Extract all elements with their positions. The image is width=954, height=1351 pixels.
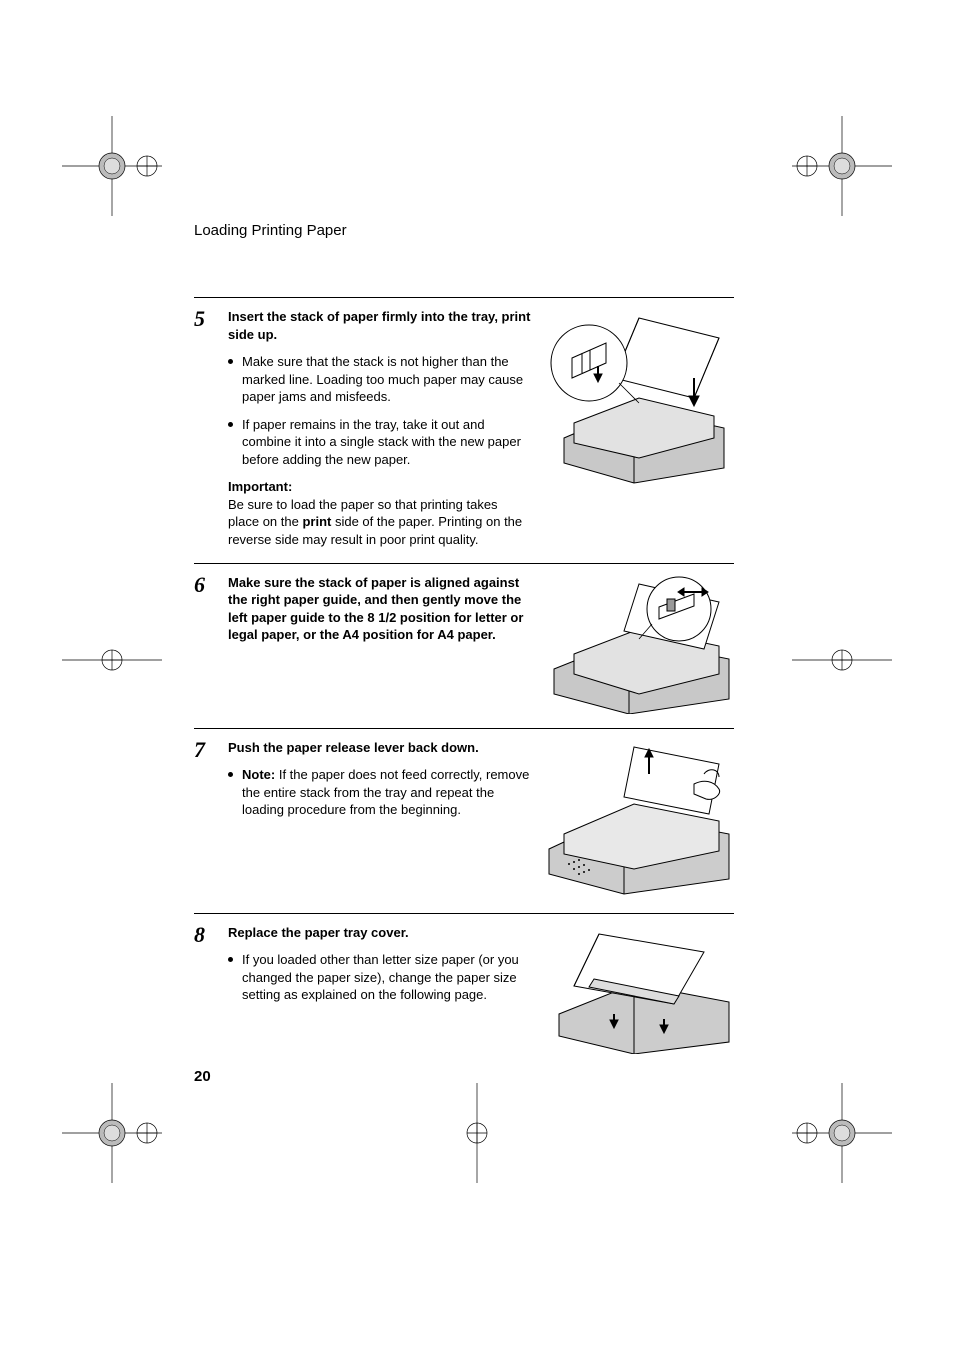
crop-mark-icon <box>792 116 892 216</box>
step-bullets: Note: If the paper does not feed correct… <box>228 766 532 819</box>
step-7: 7 Push the paper release lever back down… <box>194 728 734 913</box>
fax-align-guide-figure <box>544 574 734 714</box>
note-label: Note: <box>242 767 275 782</box>
important-bold: print <box>302 514 331 529</box>
step-6: 6 Make sure the stack of paper is aligne… <box>194 563 734 728</box>
step-number: 5 <box>194 308 218 549</box>
fax-replace-cover-figure <box>544 924 734 1054</box>
running-header: Loading Printing Paper <box>194 222 734 239</box>
note-text: If the paper does not feed correctly, re… <box>242 767 529 817</box>
fax-lever-down-figure <box>544 739 734 899</box>
crop-mark-icon <box>62 1083 162 1183</box>
crop-mark-icon <box>792 610 892 710</box>
step-8: 8 Replace the paper tray cover. If you l… <box>194 913 734 1068</box>
step-title: Make sure the stack of paper is aligned … <box>228 574 532 644</box>
bullet-item: Make sure that the stack is not higher t… <box>228 353 532 406</box>
important-note: Important: Be sure to load the paper so … <box>228 478 532 548</box>
crop-mark-icon <box>792 1083 892 1183</box>
crop-mark-icon <box>62 610 162 710</box>
bullet-item: If you loaded other than letter size pap… <box>228 951 532 1004</box>
step-number: 8 <box>194 924 218 1054</box>
step-number: 7 <box>194 739 218 899</box>
fax-insert-paper-figure <box>544 308 734 549</box>
bullet-item: If paper remains in the tray, take it ou… <box>228 416 532 469</box>
step-title: Replace the paper tray cover. <box>228 924 532 942</box>
page: Loading Printing Paper 5 Insert the stac… <box>0 0 954 1351</box>
page-number: 20 <box>194 1068 211 1085</box>
important-label: Important: <box>228 479 292 494</box>
crop-mark-icon <box>427 1083 527 1183</box>
step-number: 6 <box>194 574 218 714</box>
content-area: Loading Printing Paper 5 Insert the stac… <box>194 222 734 1068</box>
step-bullets: If you loaded other than letter size pap… <box>228 951 532 1004</box>
step-5: 5 Insert the stack of paper firmly into … <box>194 297 734 563</box>
step-title: Insert the stack of paper firmly into th… <box>228 308 532 343</box>
step-bullets: Make sure that the stack is not higher t… <box>228 353 532 468</box>
crop-mark-icon <box>62 116 162 216</box>
step-title: Push the paper release lever back down. <box>228 739 532 757</box>
bullet-item: Note: If the paper does not feed correct… <box>228 766 532 819</box>
